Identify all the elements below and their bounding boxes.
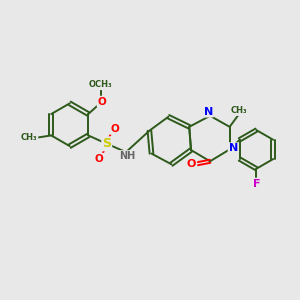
Text: NH: NH [119, 151, 135, 161]
Text: O: O [187, 159, 196, 169]
Text: CH₃: CH₃ [230, 106, 247, 115]
Text: CH₃: CH₃ [21, 133, 38, 142]
Text: S: S [102, 137, 111, 150]
Text: N: N [229, 143, 238, 153]
Text: O: O [110, 124, 119, 134]
Text: O: O [98, 97, 106, 106]
Text: N: N [204, 107, 213, 117]
Text: F: F [253, 178, 260, 189]
Text: OCH₃: OCH₃ [89, 80, 112, 89]
Text: O: O [94, 154, 103, 164]
